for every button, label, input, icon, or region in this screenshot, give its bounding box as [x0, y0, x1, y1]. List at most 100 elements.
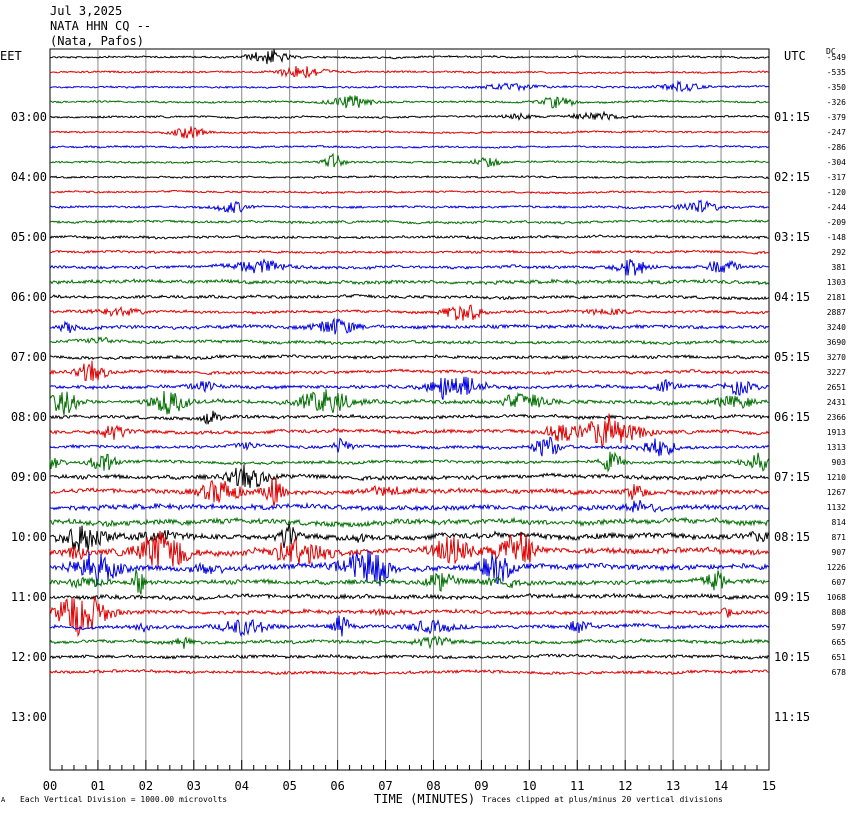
- station-title: NATA HHN CQ --: [50, 19, 152, 33]
- x-tick-label: 13: [666, 779, 680, 793]
- trace-line: [49, 596, 770, 638]
- trace-line: [49, 410, 770, 425]
- dc-offset-label: 607: [832, 578, 847, 587]
- trace-line: [49, 144, 770, 150]
- x-tick-label: 06: [330, 779, 344, 793]
- trace-line: [49, 653, 770, 661]
- left-hour-label: 13:00: [11, 710, 47, 724]
- trace-line: [50, 110, 770, 122]
- dc-offset-label: 2366: [827, 413, 846, 422]
- left-hour-label: 05:00: [11, 230, 47, 244]
- x-tick-label: 04: [235, 779, 249, 793]
- dc-offset-label: 2887: [827, 308, 846, 317]
- x-tick-label: 00: [43, 779, 57, 793]
- trace-line: [49, 218, 770, 225]
- left-hour-label: 07:00: [11, 350, 47, 364]
- trace-line: [49, 79, 770, 93]
- vertical-division-note: Each Vertical Division = 1000.00 microvo…: [20, 795, 228, 804]
- x-tick-label: 09: [474, 779, 488, 793]
- x-tick-label: 01: [91, 779, 105, 793]
- trace-line: [49, 389, 770, 416]
- location-title: (Nata, Pafos): [50, 34, 144, 48]
- trace-line: [49, 550, 770, 587]
- trace-line: [49, 126, 770, 139]
- right-hour-label: 04:15: [774, 290, 810, 304]
- dc-offset-label: 3240: [827, 323, 846, 332]
- trace-line: [49, 317, 770, 335]
- dc-offset-label: 1132: [827, 503, 846, 512]
- right-hour-label: 02:15: [774, 170, 810, 184]
- x-tick-label: 08: [426, 779, 440, 793]
- x-tick-label: 05: [282, 779, 296, 793]
- dc-offset-label: 665: [832, 638, 847, 647]
- dc-offset-label: -317: [827, 173, 846, 182]
- dc-offset-label: -286: [827, 143, 846, 152]
- trace-line: [49, 304, 769, 321]
- left-hour-label: 12:00: [11, 650, 47, 664]
- trace-line: [49, 174, 770, 180]
- trace-line: [49, 152, 770, 168]
- dc-offset-label: 3227: [827, 368, 846, 377]
- dc-offset-label: 3270: [827, 353, 846, 362]
- trace-line: [49, 523, 770, 552]
- dc-offset-label: 1210: [827, 473, 846, 482]
- dc-offset-label: 381: [832, 263, 847, 272]
- right-hour-label: 06:15: [774, 410, 810, 424]
- trace-line: [49, 530, 770, 570]
- trace-line: [49, 592, 770, 601]
- dc-offset-label: 292: [832, 248, 847, 257]
- x-axis-label: TIME (MINUTES): [374, 792, 476, 806]
- trace-line: [49, 635, 770, 650]
- dc-offset-label: 1303: [827, 278, 846, 287]
- dc-offset-label: 597: [832, 623, 847, 632]
- trace-line: [49, 464, 770, 489]
- dc-offset-label: -209: [827, 218, 846, 227]
- trace-line: [49, 353, 770, 361]
- dc-offset-label: 1267: [827, 488, 846, 497]
- left-timezone-label: EET: [0, 49, 22, 63]
- left-hour-label: 11:00: [11, 590, 47, 604]
- left-hour-label: 06:00: [11, 290, 47, 304]
- x-tick-label: 07: [378, 779, 392, 793]
- dc-offset-label: 2431: [827, 398, 846, 407]
- dc-offset-label: 814: [832, 518, 847, 527]
- trace-line: [50, 376, 770, 400]
- dc-offset-label: -350: [827, 83, 846, 92]
- dc-offset-label: -148: [827, 233, 846, 242]
- dc-offset-label: 678: [832, 668, 847, 677]
- dc-offset-label: 3690: [827, 338, 846, 347]
- right-hour-label: 10:15: [774, 650, 810, 664]
- dc-offset-label: 1226: [827, 563, 846, 572]
- dc-offset-label: 808: [832, 608, 847, 617]
- right-hour-label: 05:15: [774, 350, 810, 364]
- dc-offset-label: 1068: [827, 593, 846, 602]
- right-hour-label: 11:15: [774, 710, 810, 724]
- left-hour-label: 04:00: [11, 170, 47, 184]
- trace-line: [49, 436, 770, 457]
- trace-line: [49, 49, 770, 65]
- trace-line: [49, 516, 770, 529]
- dc-offset-label: -535: [827, 68, 846, 77]
- x-tick-label: 12: [618, 779, 632, 793]
- left-hour-label: 03:00: [11, 110, 47, 124]
- trace-line: [49, 615, 770, 637]
- trace-line: [49, 199, 770, 213]
- left-hour-label: 10:00: [11, 530, 47, 544]
- dc-offset-label: -379: [827, 113, 846, 122]
- trace-line: [49, 569, 770, 595]
- plot-frame: [49, 48, 770, 771]
- dc-offset-label: -244: [827, 203, 846, 212]
- trace-line: [49, 413, 770, 449]
- x-tick-label: 14: [714, 779, 728, 793]
- trace-line: [49, 360, 770, 382]
- x-tick-label: 10: [522, 779, 536, 793]
- trace-line: [49, 477, 770, 507]
- clipping-note: Traces clipped at plus/minus 20 vertical…: [482, 795, 723, 804]
- trace-line: [49, 249, 770, 255]
- right-hour-label: 07:15: [774, 470, 810, 484]
- dc-offset-label: 1913: [827, 428, 846, 437]
- dc-offset-label: 2651: [827, 383, 846, 392]
- trace-line: [49, 500, 770, 513]
- trace-line: [49, 668, 770, 676]
